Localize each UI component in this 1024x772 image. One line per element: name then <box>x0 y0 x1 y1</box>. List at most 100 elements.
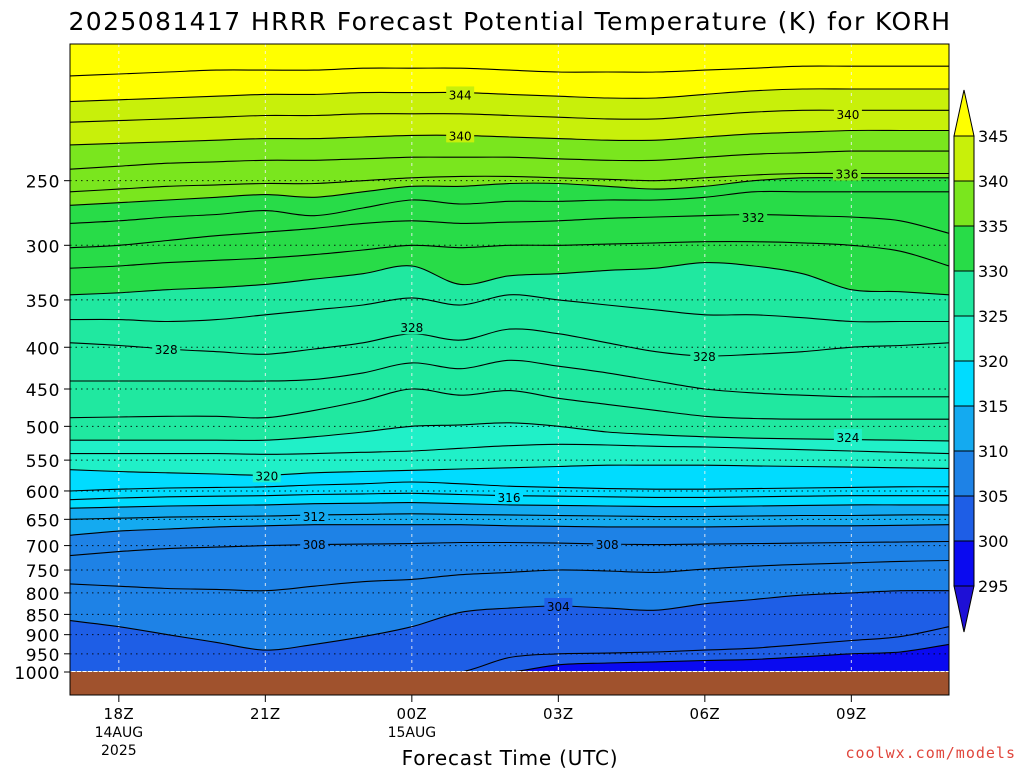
y-tick-label: 500 <box>26 418 60 438</box>
fill-band <box>70 262 949 322</box>
isentrope-line <box>70 241 949 269</box>
y-tick-label: 400 <box>26 339 60 359</box>
y-tick-label: 800 <box>26 585 60 605</box>
colorbar: 295 300 305 310 315 320 325 330 335 340 345 <box>953 89 1009 633</box>
x-tick-label: 00Z <box>397 705 428 723</box>
x-tick-label: 03Z <box>543 705 574 723</box>
y-tick-label: 350 <box>26 292 60 312</box>
contour-label: 328 <box>155 343 178 357</box>
colorbar-label: 310 <box>978 442 1009 461</box>
colorbar-label: 320 <box>978 352 1009 371</box>
isentrope-line <box>70 294 949 323</box>
contour-label-bg <box>739 209 768 225</box>
isentrope-line <box>70 422 949 442</box>
contour-label-bg <box>397 319 426 335</box>
colorbar-label: 345 <box>978 127 1009 146</box>
contour-label-bg <box>300 536 329 552</box>
contour-label: 316 <box>498 491 521 505</box>
fill-band <box>465 626 949 671</box>
isentrope-line <box>70 190 949 224</box>
contour-label: 332 <box>742 211 765 225</box>
y-tick-label: 750 <box>26 562 60 582</box>
colorbar-label: 325 <box>978 307 1009 326</box>
fill-band <box>70 294 949 357</box>
colorbar-extend-top <box>953 89 975 137</box>
x-tick-year: 2025 <box>101 743 137 759</box>
colorbar-label: 335 <box>978 217 1009 236</box>
contour-label-bg <box>495 488 524 504</box>
contour-label-bg <box>690 348 719 364</box>
isentrope-line <box>70 464 949 476</box>
colorbar-band <box>953 360 975 407</box>
isentrope-line <box>70 65 949 77</box>
colorbar-band <box>953 135 975 182</box>
y-tick-label: 700 <box>26 538 60 558</box>
y-tick-label: 850 <box>26 606 60 626</box>
contour-label: 324 <box>836 431 859 445</box>
colorbar-band <box>953 450 975 497</box>
isentrope-line <box>70 328 949 357</box>
x-tick-label: 18Z <box>104 705 135 723</box>
isentrope-line <box>514 643 949 671</box>
chart-title: 2025081417 HRRR Forecast Potential Tempe… <box>68 7 951 36</box>
plot-fill <box>70 44 949 671</box>
fill-band <box>70 328 949 397</box>
colorbar-band <box>953 180 975 227</box>
fill-band <box>70 444 949 476</box>
contour-label-bg <box>252 467 281 483</box>
x-tick-label: 09Z <box>836 705 867 723</box>
x-axis-label: Forecast Time (UTC) <box>402 746 619 768</box>
isentrope-line <box>70 177 949 206</box>
contour-label: 304 <box>547 600 570 614</box>
isentrope-line <box>70 150 949 170</box>
x-tick-date: 14AUG <box>95 725 144 741</box>
colorbar-label: 295 <box>978 577 1009 596</box>
isentrope-line <box>70 88 949 103</box>
credit-text: coolwx.com/models <box>845 744 1016 762</box>
colorbar-band <box>953 540 975 587</box>
y-tick-label: 250 <box>26 173 60 193</box>
fill-band <box>70 513 949 536</box>
colorbar-band <box>953 405 975 452</box>
y-tick-label: 600 <box>26 483 60 503</box>
y-tick-label: 300 <box>26 237 60 257</box>
colorbar-label: 300 <box>978 532 1009 551</box>
isentrope-line <box>70 559 949 592</box>
fill-band <box>70 130 949 170</box>
contour-label: 308 <box>303 538 326 552</box>
fill-band <box>70 88 949 123</box>
contour-label: 320 <box>255 469 278 483</box>
fill-band <box>70 560 949 651</box>
fill-band <box>70 66 949 102</box>
fill-band <box>70 173 949 206</box>
colorbar-band <box>953 315 975 362</box>
contour-label-bg <box>593 536 622 552</box>
colorbar-band <box>953 225 975 272</box>
contour-label-bg <box>446 86 475 102</box>
x-tick-label: 21Z <box>250 705 281 723</box>
contour-label: 344 <box>449 88 472 102</box>
contour-label-bg <box>833 105 862 121</box>
contour-label-bg <box>832 165 861 181</box>
contour-label: 336 <box>835 168 858 182</box>
isentrope-line <box>70 502 949 509</box>
fill-band <box>70 151 949 192</box>
contour-label: 328 <box>693 350 716 364</box>
fill-band <box>70 524 949 556</box>
colorbar-extend-bottom <box>953 585 975 633</box>
contour-label-bg <box>446 127 475 143</box>
y-tick-label: 450 <box>26 381 60 401</box>
fill-band <box>70 110 949 145</box>
isentrope-line <box>70 213 949 249</box>
isentrope-line <box>70 513 949 520</box>
contour-label-bg <box>833 428 862 444</box>
fill-band <box>70 590 949 671</box>
contour-label: 312 <box>303 510 326 524</box>
y-tick-label: 1000 <box>14 664 60 684</box>
x-axis: 18Z 14AUG 2025 21Z 00Z 15AUG 03Z 06Z 09Z <box>95 695 867 759</box>
isentrope-line <box>70 589 949 651</box>
colorbar-label: 315 <box>978 397 1009 416</box>
colorbar-band <box>953 495 975 542</box>
